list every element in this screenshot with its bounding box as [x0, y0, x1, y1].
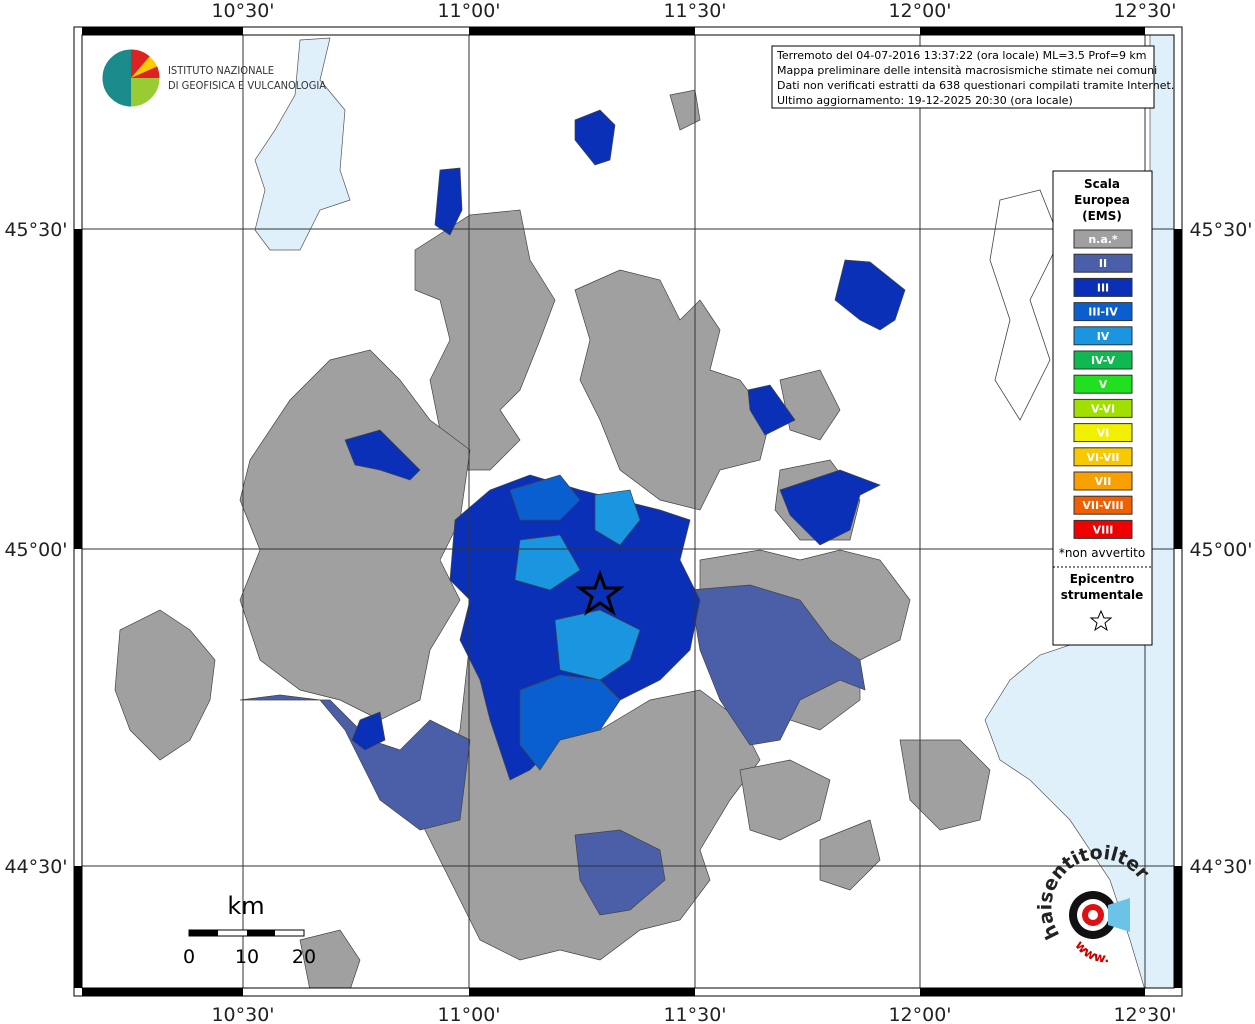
- legend-label: III: [1097, 281, 1109, 294]
- info-line: Terremoto del 04-07-2016 13:37:22 (ora l…: [776, 49, 1147, 62]
- scale-unit: km: [227, 892, 264, 920]
- lat-label: 45°00': [4, 539, 67, 561]
- legend-epicenter: strumentale: [1061, 588, 1144, 602]
- lat-label: 45°30': [1189, 219, 1252, 241]
- legend-swatch: [1073, 519, 1133, 539]
- info-box: Terremoto del 04-07-2016 13:37:22 (ora l…: [771, 45, 1174, 109]
- legend-note: *non avvertito: [1059, 546, 1145, 560]
- legend-swatch: [1073, 447, 1133, 467]
- institute-name: DI GEOFISICA E VULCANOLOGIA: [168, 79, 326, 92]
- lat-label: 45°00': [1189, 539, 1252, 561]
- legend-swatch: [1073, 423, 1133, 443]
- legend-label: V: [1099, 378, 1108, 391]
- legend-title: Europea: [1074, 193, 1130, 207]
- graticule: [82, 35, 1174, 988]
- lon-label: 12°00': [888, 1004, 951, 1024]
- lon-label: 12°00': [888, 0, 951, 22]
- legend-title: Scala: [1084, 177, 1120, 191]
- lake: [254, 37, 351, 251]
- scale-label: 0: [183, 946, 195, 968]
- legend-swatch: [1073, 253, 1133, 273]
- legend-label: V-VI: [1091, 402, 1115, 415]
- epicenter-star: [575, 569, 625, 616]
- lon-label: 12°30': [1113, 0, 1176, 22]
- map-area: [82, 35, 1174, 988]
- legend-label: n.a.*: [1088, 233, 1118, 246]
- info-line: Ultimo aggiornamento: 19-12-2025 20:30 (…: [777, 94, 1073, 107]
- legend-label: VI-VII: [1086, 451, 1119, 464]
- legend-label: II: [1099, 257, 1107, 270]
- legend-swatch: [1073, 229, 1133, 249]
- lat-label: 44°30': [4, 856, 67, 878]
- legend-label: VI: [1097, 427, 1110, 440]
- lon-label: 10°30': [211, 1004, 274, 1024]
- badge-www: www.: [1072, 938, 1110, 967]
- scale-label: 20: [292, 946, 316, 968]
- legend-swatch: [1073, 350, 1133, 370]
- lat-label: 45°30': [4, 219, 67, 241]
- info-line: Mappa preliminare delle intensità macros…: [777, 64, 1157, 77]
- lon-label: 11°30': [663, 1004, 726, 1024]
- municipalities-intensity: [239, 109, 906, 916]
- legend: Scala Europea (EMS) *non avvertito Epice…: [1052, 170, 1153, 646]
- lon-label: 11°00': [437, 0, 500, 22]
- badge-www: www.: [1072, 938, 1110, 967]
- info-line: Dati non verificati estratti da 638 ques…: [777, 79, 1174, 92]
- legend-swatch: [1073, 471, 1133, 491]
- institute-name: ISTITUTO NAZIONALE: [168, 64, 274, 77]
- lon-label: 12°30': [1113, 1004, 1176, 1024]
- legend-swatch: [1073, 326, 1133, 346]
- lagoon: [989, 189, 1061, 421]
- lon-label: 11°00': [437, 1004, 500, 1024]
- scale-label: 10: [235, 946, 259, 968]
- legend-label: IV: [1097, 330, 1110, 343]
- legend-label: VII: [1095, 475, 1112, 488]
- top-labels: 10°30' 11°00' 11°30' 12°00' 12°30' 10°30…: [4, 0, 1252, 1024]
- legend-swatch: [1073, 398, 1133, 418]
- legend-swatch: [1073, 374, 1133, 394]
- logo: ISTITUTO NAZIONALE DI GEOFISICA E VULCAN…: [101, 48, 326, 108]
- legend-star: [1089, 609, 1113, 632]
- lon-label: 11°30': [663, 0, 726, 22]
- lon-label: 10°30': [211, 0, 274, 22]
- legend-label: III-IV: [1088, 306, 1118, 319]
- lat-label: 44°30': [1189, 856, 1252, 878]
- legend-label: VIII: [1093, 523, 1114, 536]
- frame: [73, 26, 1183, 997]
- legend-label: IV-V: [1091, 354, 1116, 367]
- legend-title: (EMS): [1082, 209, 1122, 223]
- legend-swatch: [1073, 302, 1133, 322]
- legend-epicenter: Epicentro: [1070, 572, 1135, 586]
- legend-label: VII-VIII: [1082, 499, 1123, 512]
- legend-swatch: [1073, 277, 1133, 297]
- legend-swatch: [1073, 495, 1133, 515]
- scale-bar: km 0 10 20: [183, 892, 316, 968]
